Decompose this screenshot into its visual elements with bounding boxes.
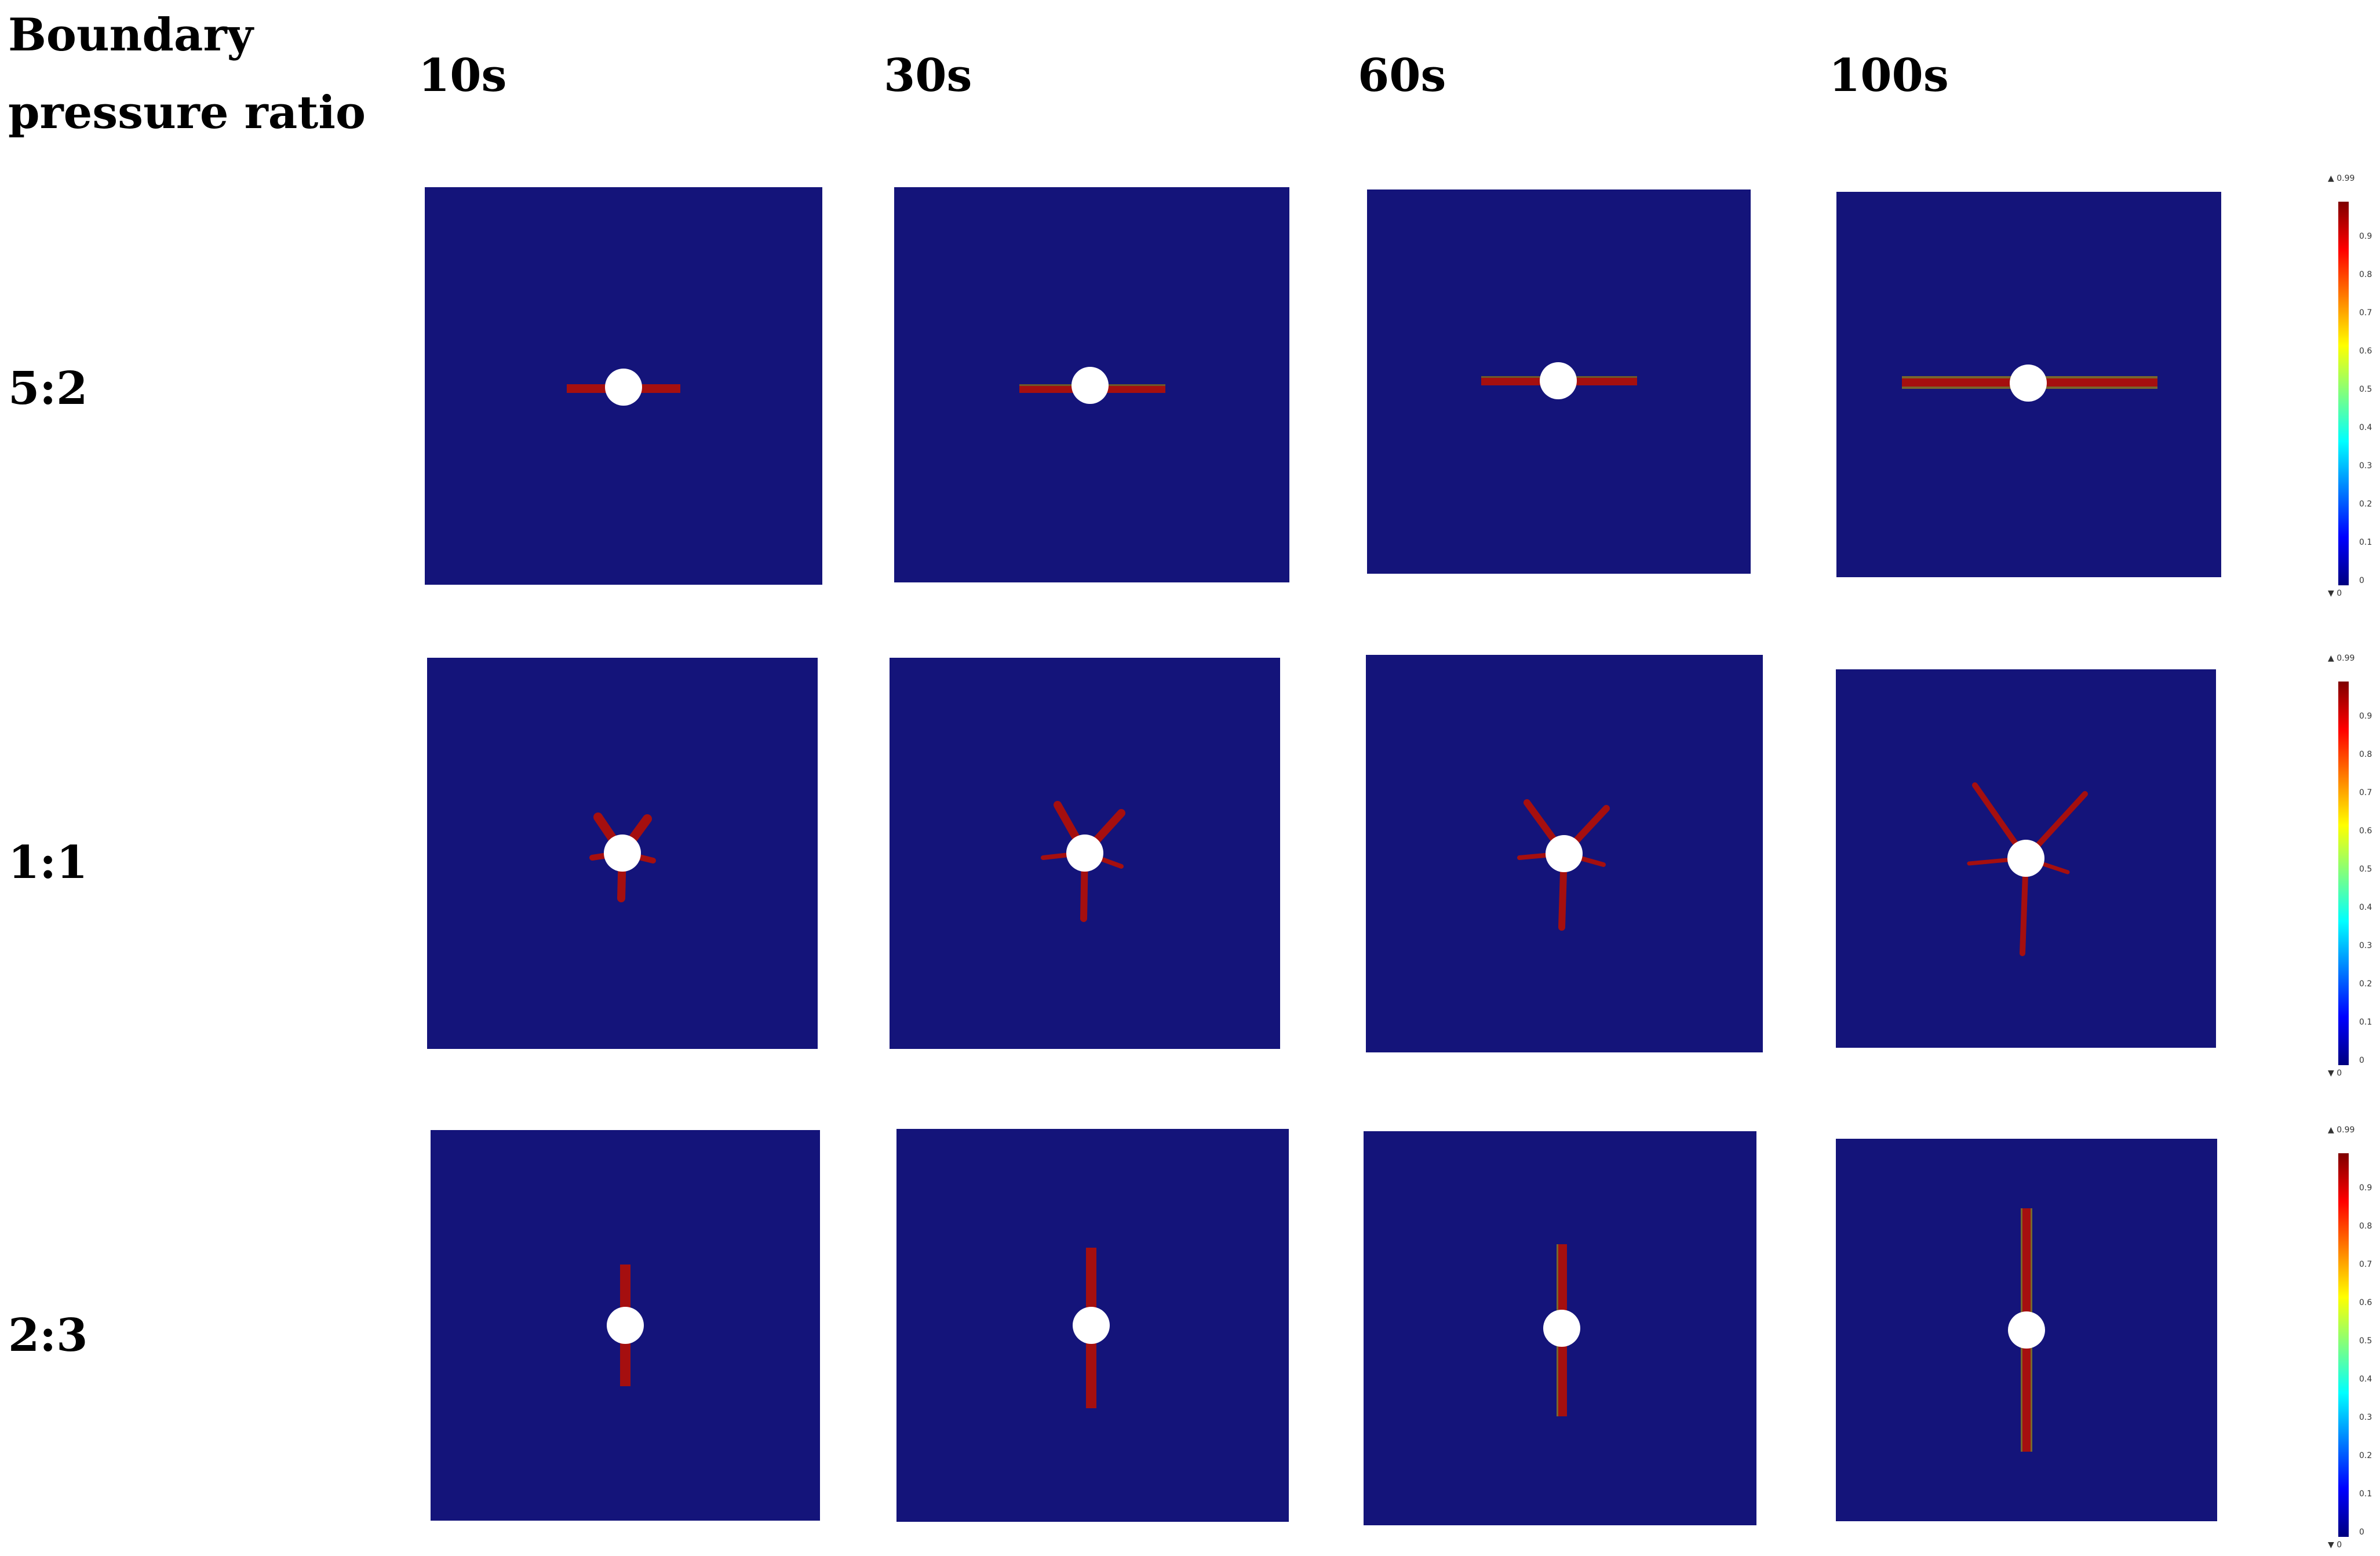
colorbar-tick: 0.9: [2359, 232, 2372, 241]
colorbar-tick: 0.3: [2359, 941, 2372, 950]
colorbar-tick: 0.8: [2359, 270, 2372, 279]
wellbore: [607, 1307, 644, 1344]
panel-1-1-100s: [1836, 669, 2216, 1048]
colorbar-gradient: [2338, 1153, 2349, 1537]
colorbar-ticks: 0.9 0.8 0.7 0.6 0.5 0.4 0.3 0.2 0.1 0: [2359, 1183, 2372, 1537]
wellbore: [2010, 365, 2047, 402]
header-title-line2: pressure ratio: [8, 86, 366, 139]
colorbar-tick: 0.3: [2359, 461, 2372, 471]
colorbar-tick: 0: [2359, 576, 2364, 585]
fracture-plot: [567, 369, 680, 406]
wellbore: [1073, 1307, 1110, 1344]
wellbore: [1546, 835, 1583, 872]
wellbore: [604, 835, 641, 872]
colorbar-row3: ▲ 0.99 0.9 0.8 0.7 0.6 0.5 0.4 0.3 0.2 0…: [2328, 1125, 2372, 1550]
colorbar-tick: 0.6: [2359, 826, 2372, 836]
wellbore: [2008, 1311, 2045, 1349]
colorbar-min-label: ▼ 0: [2328, 1069, 2342, 1078]
colorbar-max-label: ▲ 0.99: [2328, 654, 2355, 663]
colorbar-tick: 0.3: [2359, 1413, 2372, 1422]
colorbar-ticks: 0.9 0.8 0.7 0.6 0.5 0.4 0.3 0.2 0.1 0: [2359, 712, 2372, 1065]
colorbar-tick: 0.7: [2359, 1260, 2372, 1269]
panel-2-3-10s: [431, 1130, 820, 1521]
colorbar-tick: 0.4: [2359, 423, 2372, 432]
colorbar-tick: 0.5: [2359, 865, 2372, 874]
panel-2-3-100s: [1836, 1139, 2217, 1521]
row-label-1-1: 1:1: [8, 836, 88, 889]
fracture-plot: [1073, 1248, 1110, 1408]
colorbar-tick: 0.8: [2359, 1222, 2372, 1231]
wellbore: [1066, 835, 1103, 872]
colorbar-min-label: ▼ 0: [2328, 589, 2342, 598]
wellbore: [1071, 367, 1109, 404]
colorbar-row1: ▲ 0.99 0.9 0.8 0.7 0.6 0.5 0.4 0.3 0.2 0…: [2328, 174, 2372, 598]
colorbar-tick: 0.2: [2359, 1451, 2372, 1460]
time-label-10s: 10s: [418, 49, 507, 102]
colorbar-tick: 0: [2359, 1528, 2364, 1537]
colorbar-tick: 0.2: [2359, 979, 2372, 989]
wellbore: [1543, 1310, 1580, 1347]
wellbore: [2007, 840, 2044, 877]
colorbar-tick: 0.6: [2359, 1298, 2372, 1307]
colorbar-gradient: [2338, 682, 2349, 1065]
colorbar-gradient: [2338, 202, 2349, 585]
colorbar-tick: 0.7: [2359, 308, 2372, 318]
time-label-100s: 100s: [1829, 49, 1949, 102]
colorbar-min-label: ▼ 0: [2328, 1540, 2342, 1550]
fracture-plot: [1041, 801, 1125, 922]
fracture-plot: [2008, 1208, 2045, 1452]
colorbar-tick: 0.1: [2359, 538, 2372, 547]
colorbar-tick: 0.5: [2359, 1336, 2372, 1346]
colorbar-tick: 0.5: [2359, 385, 2372, 394]
colorbar-tick: 0.1: [2359, 1489, 2372, 1499]
fracture-plot: [1967, 782, 2088, 956]
fracture-plot: [589, 812, 656, 902]
colorbar-tick: 0.9: [2359, 712, 2372, 721]
colorbar-tick: 0.1: [2359, 1018, 2372, 1027]
panel-1-1-30s: [890, 658, 1280, 1049]
panel-1-1-60s: [1366, 655, 1763, 1052]
panel-1-1-10s: [427, 658, 818, 1049]
panel-5-2-100s: [1836, 192, 2221, 577]
fracture-plot: [607, 1265, 644, 1386]
row-label-2-3: 2:3: [8, 1309, 88, 1362]
colorbar-ticks: 0.9 0.8 0.7 0.6 0.5 0.4 0.3 0.2 0.1 0: [2359, 232, 2372, 585]
colorbar-max-label: ▲ 0.99: [2328, 1125, 2355, 1135]
colorbar-max-label: ▲ 0.99: [2328, 174, 2355, 183]
colorbar-tick: 0.4: [2359, 903, 2372, 912]
colorbar-tick: 0.7: [2359, 788, 2372, 797]
fracture-plot: [1019, 367, 1165, 404]
wellbore: [605, 369, 642, 406]
colorbar-tick: 0.8: [2359, 750, 2372, 759]
colorbar-tick: 0.9: [2359, 1183, 2372, 1193]
panel-2-3-60s: [1364, 1131, 1756, 1525]
row-label-5-2: 5:2: [8, 362, 88, 415]
colorbar-tick: 0.4: [2359, 1375, 2372, 1384]
header-title-line1: Boundary: [8, 9, 253, 61]
colorbar-tick: 0.2: [2359, 500, 2372, 509]
panel-2-3-30s: [896, 1129, 1289, 1522]
fracture-plot: [1481, 362, 1637, 399]
fracture-plot: [1517, 799, 1610, 931]
colorbar-tick: 0: [2359, 1056, 2364, 1065]
time-label-60s: 60s: [1358, 49, 1446, 102]
time-label-30s: 30s: [884, 49, 972, 102]
panel-5-2-10s: [425, 187, 822, 585]
panel-5-2-60s: [1367, 190, 1751, 574]
colorbar-tick: 0.6: [2359, 347, 2372, 356]
colorbar-row2: ▲ 0.99 0.9 0.8 0.7 0.6 0.5 0.4 0.3 0.2 0…: [2328, 654, 2372, 1078]
fracture-plot: [1902, 365, 2157, 402]
wellbore: [1540, 362, 1577, 399]
panel-5-2-30s: [894, 187, 1289, 582]
fracture-plot: [1543, 1244, 1580, 1416]
